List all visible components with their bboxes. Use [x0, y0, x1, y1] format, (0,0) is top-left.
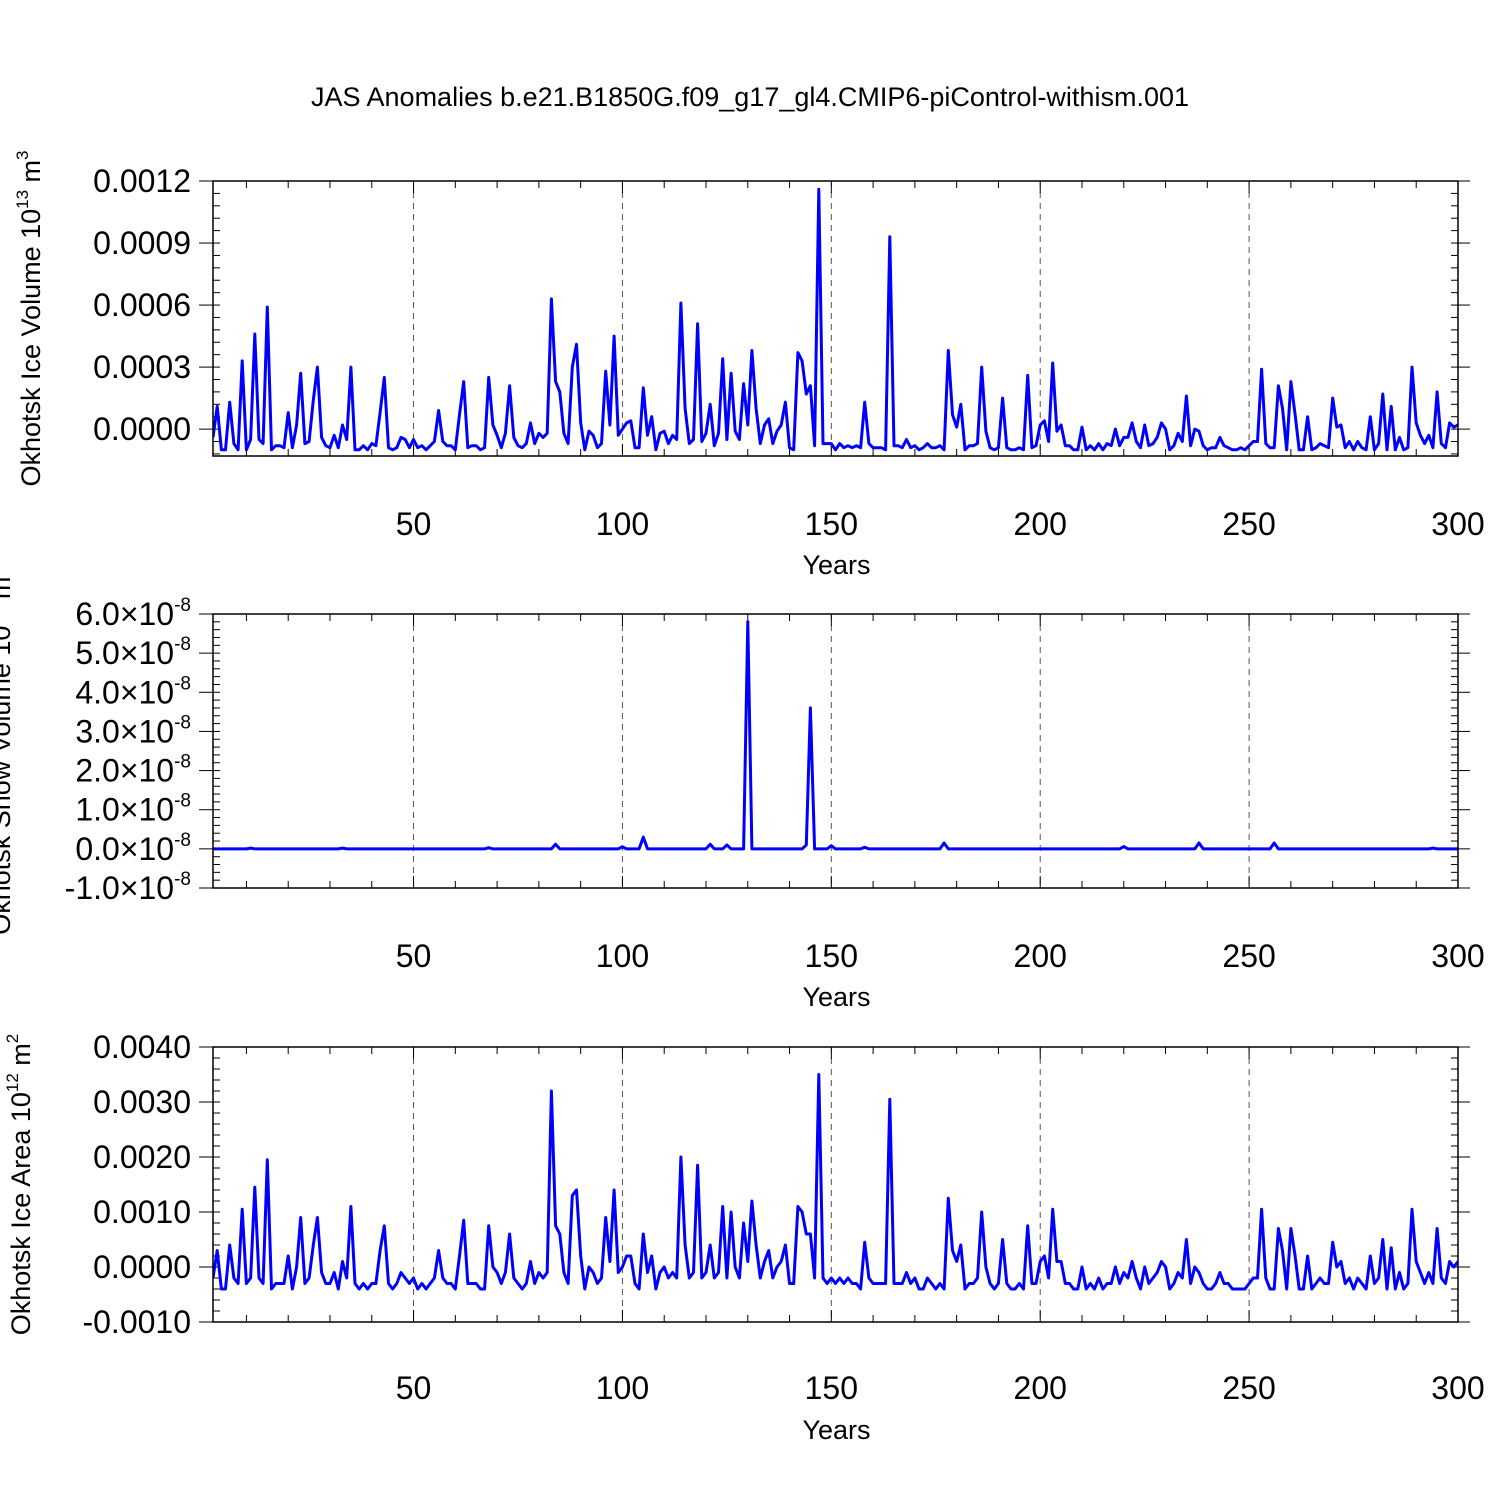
x-tick-label: 100	[596, 1370, 649, 1406]
y-tick-label: 1.0×10-8	[75, 791, 191, 828]
y-axis-label-ylabel-main: Okhotsk Snow Volume 10	[0, 626, 16, 935]
y-axis-label-ylabel-exp: 13	[0, 607, 2, 626]
y-tick-label: 0.0030	[93, 1084, 191, 1120]
x-tick-label: 50	[396, 506, 432, 542]
y-axis-label-ylabel-unit: m	[16, 160, 46, 190]
y-tick-label: 0.0000	[93, 411, 191, 447]
chart-panel-2: 50 100 150 200 250 300Years-1.0×10-80.0×10-81…	[0, 567, 1485, 1012]
y-axis-label-ylabel-unit-exp: 3	[13, 150, 32, 159]
chart-panel-1: 50 100 150 200 250 300 Years 0.0000 0.0003 0.0006…	[13, 150, 1485, 580]
y-axis-label-ylabel-unit: m	[0, 577, 16, 607]
y-tick-label: 0.0003	[93, 349, 191, 385]
y-axis-label-ylabel-exp: 13	[13, 190, 32, 209]
y-tick-exponent: -8	[174, 830, 191, 851]
y-tick-exponent: -8	[174, 791, 191, 812]
y-axis-label-ylabel-main: Okhotsk Ice Area 10	[6, 1092, 36, 1335]
x-tick-label: 300	[1431, 506, 1484, 542]
x-tick-label: 150	[805, 938, 858, 974]
y-tick-label: 2.0×10-8	[75, 752, 191, 789]
x-tick-label: 150	[805, 1370, 858, 1406]
panels: 50 100 150 200 250 300Years0.00000.00030.0006…	[0, 150, 1485, 1445]
y-tick-label: 0.0×10-8	[75, 830, 191, 867]
y-axis-label: Okhotsk Snow Volume 1013 m3	[0, 567, 16, 935]
x-tick-label: 250	[1222, 506, 1275, 542]
y-tick-label: 0.0012	[93, 163, 191, 199]
y-tick-label: 3.0×10-8	[75, 712, 191, 749]
y-axis-label-ylabel-main: Okhotsk Ice Volume 10	[16, 209, 46, 487]
x-tick-label: 150	[805, 506, 858, 542]
series-line-3	[213, 1073, 1458, 1291]
y-tick-label: 0.0010	[93, 1194, 191, 1230]
y-tick-label: -1.0×10-8	[65, 869, 191, 906]
x-tick-label: 100	[596, 506, 649, 542]
x-tick-label: 200	[1014, 938, 1067, 974]
y-tick-exponent: -8	[174, 673, 191, 694]
y-tick-label: 0.0000	[93, 1249, 191, 1285]
plot-frame	[212, 613, 1459, 889]
chart-panel-3: 50 100 150 200 250 300 Years -0.0010 0.0000 0.001…	[3, 1029, 1485, 1445]
y-axis-label-ylabel-unit-exp: 2	[3, 1034, 22, 1043]
series-line-1	[213, 187, 1458, 452]
y-axis-label: Okhotsk Ice Area 1012 m2	[3, 1034, 36, 1336]
y-axis-label-ylabel-unit: m	[6, 1043, 36, 1073]
x-tick-label: 250	[1222, 1370, 1275, 1406]
x-tick-label: 50	[396, 938, 432, 974]
y-tick-exponent: -8	[174, 634, 191, 655]
plot-frame	[212, 1046, 1459, 1323]
x-tick-label: 250	[1222, 938, 1275, 974]
y-axis-label-ylabel-exp: 12	[3, 1073, 22, 1092]
x-tick-label: 300	[1431, 938, 1484, 974]
figure-title: JAS Anomalies b.e21.B1850G.f09_g17_gl4.C…	[311, 82, 1189, 112]
x-axis-label: Years	[802, 550, 870, 580]
y-tick-exponent: -8	[174, 752, 191, 773]
y-tick-exponent: -8	[174, 595, 191, 616]
y-tick-label: 0.0020	[93, 1139, 191, 1175]
plot-frame	[212, 180, 1459, 457]
x-tick-label: 100	[596, 938, 649, 974]
x-axis-label: Years	[802, 982, 870, 1012]
y-tick-label: 4.0×10-8	[75, 673, 191, 710]
y-tick-label: 5.0×10-8	[75, 634, 191, 671]
x-tick-label: 200	[1014, 1370, 1067, 1406]
y-tick-label: 0.0040	[93, 1029, 191, 1065]
x-axis-label: Years	[802, 1415, 870, 1445]
y-tick-label: 0.0006	[93, 287, 191, 323]
y-tick-exponent: -8	[174, 712, 191, 733]
series-line-2	[213, 620, 1458, 851]
y-tick-label: -0.0010	[82, 1304, 191, 1340]
y-tick-exponent: -8	[174, 869, 191, 890]
y-tick-label: 6.0×10-8	[75, 595, 191, 632]
x-tick-label: 300	[1431, 1370, 1484, 1406]
y-tick-label: 0.0009	[93, 225, 191, 261]
y-axis-label: Okhotsk Ice Volume 1013 m3	[13, 150, 46, 486]
y-axis-label-ylabel-unit-exp: 3	[0, 567, 2, 576]
x-tick-label: 50	[396, 1370, 432, 1406]
x-tick-label: 200	[1014, 506, 1067, 542]
